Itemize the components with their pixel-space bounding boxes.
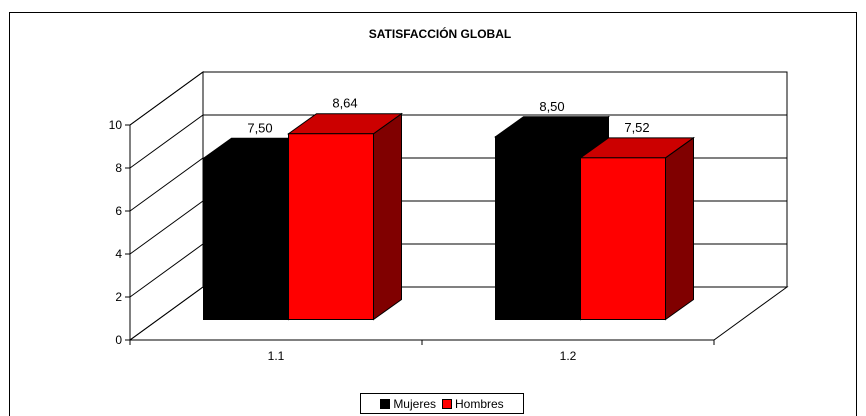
bar-hombres-1.2 [580, 157, 666, 320]
legend-item-hombres: Hombres [442, 397, 504, 411]
legend: Mujeres Hombres [360, 393, 524, 414]
chart-title: SATISFACCIÓN GLOBAL [369, 26, 511, 41]
data-label-mujeres-1.1: 7,50 [247, 120, 272, 135]
legend-swatch-hombres [442, 398, 452, 409]
y-tick-label: 10 [109, 118, 123, 132]
y-tick-label: 8 [115, 161, 122, 175]
bar-side-hombres-1.1 [373, 112, 402, 321]
legend-item-mujeres: Mujeres [380, 397, 436, 411]
y-tick-label: 4 [115, 247, 122, 261]
bar-side-hombres-1.2 [665, 136, 694, 321]
data-label-hombres-1.2: 7,52 [624, 120, 649, 135]
y-tick-label: 2 [115, 290, 122, 304]
legend-label-mujeres: Mujeres [393, 396, 436, 411]
bar-hombres-1.1 [288, 133, 374, 320]
gridline [129, 71, 787, 126]
y-tick-label: 6 [115, 204, 122, 218]
gridline [129, 114, 787, 169]
chart-frame [9, 12, 857, 416]
x-tick-label: 1.2 [560, 349, 577, 363]
bar-mujeres-1.1 [203, 157, 289, 320]
y-tick-label: 0 [115, 333, 122, 347]
data-label-hombres-1.1: 8,64 [332, 96, 357, 111]
x-tick-label: 1.1 [268, 349, 285, 363]
bar-mujeres-1.2 [495, 136, 581, 320]
legend-swatch-mujeres [380, 398, 391, 409]
legend-label-hombres: Hombres [455, 396, 504, 411]
data-label-mujeres-1.2: 8,50 [539, 99, 564, 114]
